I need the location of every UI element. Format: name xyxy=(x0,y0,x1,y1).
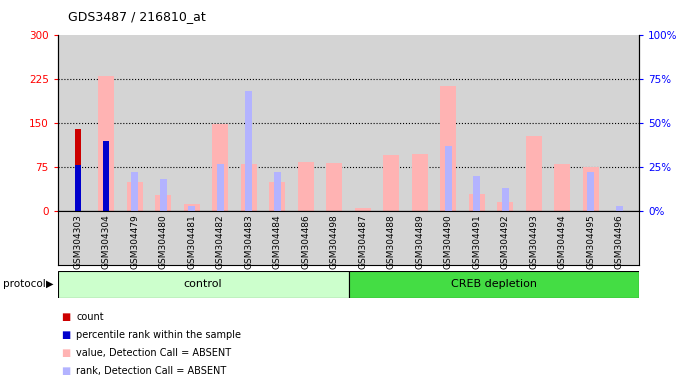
Bar xyxy=(75,165,81,211)
Bar xyxy=(241,164,256,211)
FancyBboxPatch shape xyxy=(348,271,639,298)
Bar xyxy=(131,172,138,211)
Bar xyxy=(269,182,285,211)
Text: ■: ■ xyxy=(61,312,71,322)
Bar xyxy=(355,208,371,211)
Bar xyxy=(99,76,114,211)
Bar xyxy=(473,176,480,211)
Bar xyxy=(554,164,570,211)
Text: percentile rank within the sample: percentile rank within the sample xyxy=(76,330,241,340)
Text: GSM304479: GSM304479 xyxy=(131,214,139,269)
Text: GSM304495: GSM304495 xyxy=(586,214,595,269)
Bar xyxy=(188,206,195,211)
Text: ■: ■ xyxy=(61,330,71,340)
Bar xyxy=(615,206,623,211)
Bar xyxy=(184,204,200,211)
Bar xyxy=(298,162,313,211)
Text: GSM304487: GSM304487 xyxy=(358,214,367,269)
Text: GSM304304: GSM304304 xyxy=(102,214,111,269)
Text: rank, Detection Call = ABSENT: rank, Detection Call = ABSENT xyxy=(76,366,226,376)
Bar xyxy=(502,188,509,211)
Text: GSM304488: GSM304488 xyxy=(387,214,396,269)
Text: GSM304481: GSM304481 xyxy=(187,214,197,269)
Bar xyxy=(212,124,228,211)
Text: CREB depletion: CREB depletion xyxy=(451,279,537,289)
Text: GSM304496: GSM304496 xyxy=(615,214,624,269)
Bar xyxy=(103,141,109,211)
Text: ■: ■ xyxy=(61,348,71,358)
Bar xyxy=(583,167,598,211)
Bar xyxy=(217,164,224,211)
Bar xyxy=(273,172,281,211)
FancyBboxPatch shape xyxy=(58,271,348,298)
Text: GSM304480: GSM304480 xyxy=(158,214,168,269)
Text: control: control xyxy=(184,279,222,289)
Text: GSM304482: GSM304482 xyxy=(216,214,225,268)
Text: GSM304492: GSM304492 xyxy=(500,214,510,268)
Bar xyxy=(75,129,81,211)
Bar xyxy=(441,86,456,211)
Text: GDS3487 / 216810_at: GDS3487 / 216810_at xyxy=(68,10,206,23)
Bar xyxy=(245,91,252,211)
Text: protocol: protocol xyxy=(3,279,46,289)
Text: count: count xyxy=(76,312,104,322)
Text: GSM304484: GSM304484 xyxy=(273,214,282,268)
Text: GSM304493: GSM304493 xyxy=(529,214,539,269)
Bar xyxy=(526,136,541,211)
Text: GSM304489: GSM304489 xyxy=(415,214,424,269)
Bar xyxy=(497,202,513,211)
Bar xyxy=(445,146,452,211)
Text: GSM304498: GSM304498 xyxy=(330,214,339,269)
Text: GSM304490: GSM304490 xyxy=(444,214,453,269)
Bar xyxy=(412,154,428,211)
Bar xyxy=(127,182,143,211)
Text: GSM304303: GSM304303 xyxy=(73,214,82,269)
Text: ▶: ▶ xyxy=(46,279,54,289)
Bar xyxy=(384,155,399,211)
Bar xyxy=(588,172,594,211)
Text: ■: ■ xyxy=(61,366,71,376)
Text: GSM304483: GSM304483 xyxy=(244,214,253,269)
Text: value, Detection Call = ABSENT: value, Detection Call = ABSENT xyxy=(76,348,231,358)
Bar xyxy=(156,195,171,211)
Text: GSM304494: GSM304494 xyxy=(558,214,566,268)
Text: GSM304486: GSM304486 xyxy=(301,214,310,269)
Bar xyxy=(160,179,167,211)
Bar xyxy=(326,163,342,211)
Bar xyxy=(469,194,485,211)
Text: GSM304491: GSM304491 xyxy=(472,214,481,269)
